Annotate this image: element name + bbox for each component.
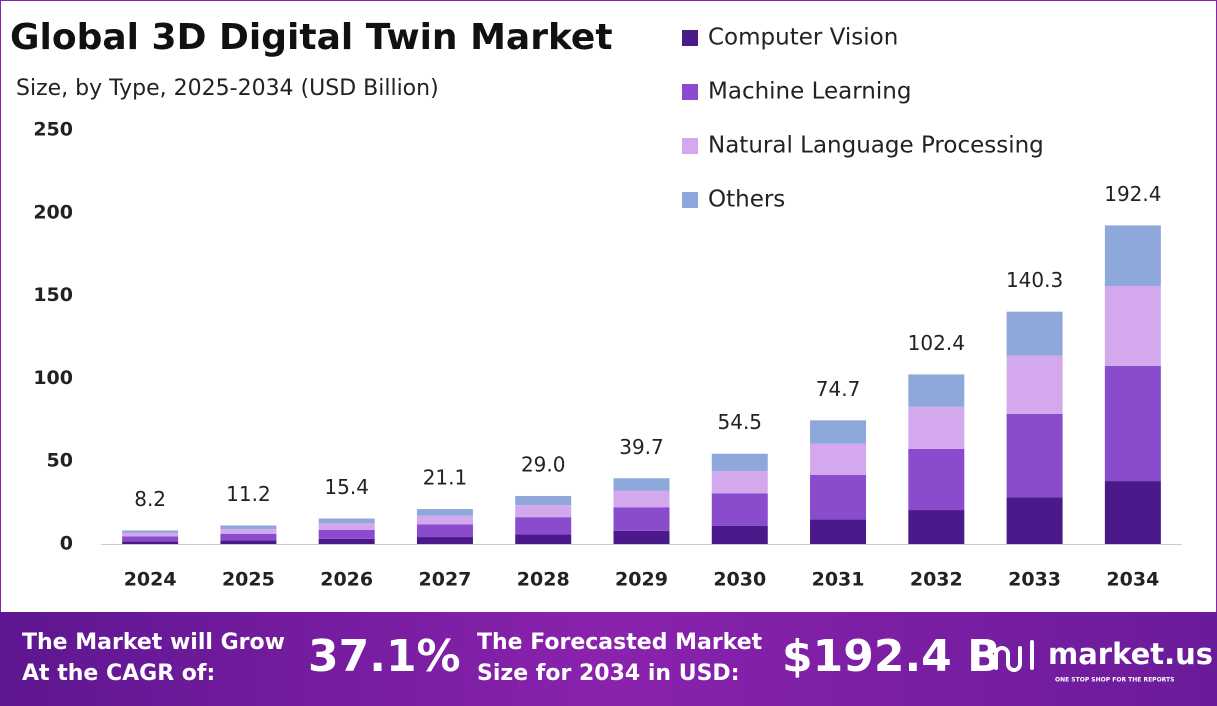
bar-segment xyxy=(613,490,670,508)
bar-segment xyxy=(416,524,473,538)
x-tick-label: 2034 xyxy=(1106,569,1159,591)
total-label: 102.4 xyxy=(908,331,965,355)
x-tick-label: 2031 xyxy=(812,569,865,591)
legend-label: Computer Vision xyxy=(708,25,898,51)
x-tick-label: 2024 xyxy=(124,569,177,591)
forecast-text: Size for 2034 in USD: xyxy=(477,661,740,686)
x-tick-label: 2029 xyxy=(615,569,668,591)
bar-segment xyxy=(810,519,867,544)
y-tick-label: 50 xyxy=(47,450,73,472)
total-label: 29.0 xyxy=(521,452,566,476)
bar-segment xyxy=(810,474,867,520)
bar-segment xyxy=(318,538,375,544)
x-tick-label: 2027 xyxy=(419,569,472,591)
x-tick-label: 2032 xyxy=(910,569,963,591)
bar-segment xyxy=(908,374,965,407)
cagr-text: At the CAGR of: xyxy=(22,661,215,686)
y-tick-label: 150 xyxy=(33,284,73,306)
total-label: 39.7 xyxy=(619,435,664,459)
bar-segment xyxy=(711,470,768,494)
bar-segment xyxy=(318,518,375,524)
bar-segment xyxy=(122,541,179,544)
chart-title: Global 3D Digital Twin Market xyxy=(10,17,613,58)
cagr-text: The Market will Grow xyxy=(22,630,285,655)
legend-swatch xyxy=(682,138,698,154)
bar-segment xyxy=(810,443,867,475)
bar-segment xyxy=(416,537,473,544)
total-label: 54.5 xyxy=(718,410,763,434)
bar-segment xyxy=(122,530,179,533)
bar-segment xyxy=(515,534,572,544)
bar-segment xyxy=(220,525,277,530)
y-tick-label: 250 xyxy=(33,119,73,141)
bar-segment xyxy=(220,533,277,541)
bar-segment xyxy=(515,517,572,535)
legend-label: Natural Language Processing xyxy=(708,133,1044,159)
bar-segment xyxy=(613,507,670,531)
footer-band xyxy=(0,612,1217,706)
bar-segment xyxy=(122,536,179,542)
logo-icon xyxy=(994,640,1034,672)
bar-segment xyxy=(908,448,965,511)
total-label: 8.2 xyxy=(134,487,166,511)
bar-segment xyxy=(318,529,375,539)
bar-segment xyxy=(908,406,965,449)
x-tick-label: 2030 xyxy=(713,569,766,591)
legend-swatch xyxy=(682,30,698,46)
bar-segment xyxy=(1006,497,1063,544)
cagr-value: 37.1% xyxy=(308,631,461,682)
total-label: 15.4 xyxy=(324,475,369,499)
bar-segment xyxy=(515,495,572,506)
bar-segment xyxy=(711,453,768,471)
bar-segment xyxy=(220,529,277,534)
bar-segment xyxy=(711,493,768,526)
chart-subtitle: Size, by Type, 2025-2034 (USD Billion) xyxy=(16,76,439,101)
x-tick-label: 2026 xyxy=(320,569,373,591)
y-tick-label: 0 xyxy=(60,533,73,555)
x-tick-label: 2033 xyxy=(1008,569,1061,591)
bar-segment xyxy=(908,510,965,544)
legend-label: Machine Learning xyxy=(708,79,911,105)
bar-segment xyxy=(416,515,473,525)
brand: market.us xyxy=(1048,637,1213,671)
bar-segment xyxy=(1006,355,1063,414)
y-tick-label: 100 xyxy=(33,367,73,389)
total-label: 140.3 xyxy=(1006,268,1063,292)
total-label: 192.4 xyxy=(1104,182,1161,206)
bar-segment xyxy=(220,540,277,544)
y-tick-label: 200 xyxy=(33,201,73,223)
bar-segment xyxy=(416,509,473,516)
x-tick-label: 2028 xyxy=(517,569,570,591)
legend-swatch xyxy=(682,84,698,100)
brand-logo xyxy=(994,640,1034,672)
bar-segment xyxy=(810,420,867,444)
bar-segment xyxy=(515,505,572,518)
forecast-text: The Forecasted Market xyxy=(477,630,763,655)
tagline: ONE STOP SHOP FOR THE REPORTS xyxy=(1055,677,1174,684)
legend-swatch xyxy=(682,192,698,208)
bar-segment xyxy=(1006,311,1063,356)
bar-segment xyxy=(1006,413,1063,498)
legend-label: Others xyxy=(708,187,785,213)
bar-segment xyxy=(1104,225,1161,286)
total-label: 11.2 xyxy=(226,482,271,506)
bar-segment xyxy=(711,525,768,544)
total-label: 74.7 xyxy=(816,377,861,401)
bar-segment xyxy=(1104,481,1161,544)
bar-segment xyxy=(1104,285,1161,366)
bar-segment xyxy=(1104,365,1161,482)
total-label: 21.1 xyxy=(423,466,468,490)
bar-segment xyxy=(122,532,179,537)
bar-segment xyxy=(613,530,670,544)
bar-segment xyxy=(318,523,375,530)
bar-segment xyxy=(613,478,670,491)
forecast-value: $192.4 B xyxy=(782,631,1001,682)
x-tick-label: 2025 xyxy=(222,569,275,591)
